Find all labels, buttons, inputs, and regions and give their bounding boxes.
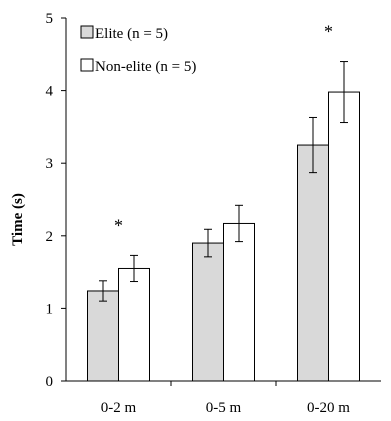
bar-elite-1 [192, 242, 224, 382]
significance-marker: * [114, 215, 123, 235]
bar-non-elite-0 [118, 267, 150, 382]
bar-elite-2 [297, 144, 329, 382]
legend-label-non-elite: Non-elite (n = 5) [95, 59, 196, 75]
chart-bars [87, 61, 360, 382]
y-axis-label: Time (s) [10, 193, 26, 246]
significance-marker: * [324, 22, 333, 42]
bar-non-elite-2 [328, 91, 360, 382]
y-tick-label: 3 [46, 156, 54, 172]
chart-legend: Elite (n = 5) Non-elite (n = 5) [80, 25, 196, 75]
legend-label-elite: Elite (n = 5) [95, 26, 168, 42]
bar-non-elite-1 [223, 222, 255, 382]
y-tick-label: 0 [46, 374, 54, 390]
y-tick-label: 4 [46, 84, 54, 100]
bar-elite-0 [87, 290, 119, 382]
x-tick-label: 0-2 m [101, 400, 137, 416]
legend-swatch-non-elite [80, 58, 94, 72]
chart-labels: 0 1 2 3 4 5 Time (s) 0-2 m 0-5 m 0-20 m * * [10, 11, 350, 416]
x-tick-label: 0-5 m [206, 400, 242, 416]
y-tick-label: 1 [46, 301, 54, 317]
y-tick-label: 2 [46, 229, 54, 245]
x-tick-label: 0-20 m [307, 400, 350, 416]
legend-swatch-elite [80, 25, 94, 39]
y-tick-label: 5 [46, 11, 54, 27]
